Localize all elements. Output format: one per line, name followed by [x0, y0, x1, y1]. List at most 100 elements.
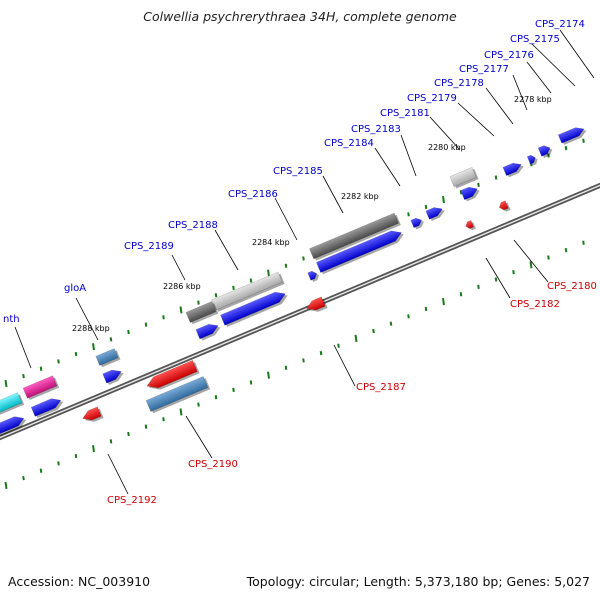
scale-label-2278: 2278 kbp [514, 95, 552, 104]
label-leader-lines [14, 29, 595, 495]
gene-cps-2184[interactable] [410, 216, 426, 230]
gene-nth[interactable] [30, 395, 65, 419]
scale-tick [4, 379, 8, 388]
scale-tick [354, 334, 358, 342]
label-cps-2180[interactable]: CPS_2180 [547, 281, 597, 292]
gene-gloa[interactable] [95, 348, 121, 368]
scale-tick [582, 138, 585, 143]
scale-tick [424, 204, 428, 210]
scale-tick [249, 278, 253, 283]
gene-cps-2187[interactable] [305, 296, 328, 315]
scale-label-2282: 2282 kbp [341, 192, 379, 201]
gene-cps-2185-rna[interactable] [309, 212, 401, 262]
scale-tick [92, 445, 95, 453]
label-gloa[interactable]: gloA [64, 283, 86, 294]
scale-tick [459, 292, 463, 297]
gene-cps-2175[interactable] [537, 143, 554, 159]
scale-tick [22, 374, 25, 379]
scale-tick [302, 256, 305, 261]
label-cps-2185[interactable]: CPS_2185 [273, 166, 323, 177]
scale-label-2286: 2286 kbp [163, 282, 201, 291]
scale-tick [267, 269, 270, 277]
scale-tick [284, 365, 288, 370]
scale-tick [529, 261, 533, 269]
scale-tick [144, 424, 148, 429]
label-cps-2183[interactable]: CPS_2183 [351, 124, 401, 135]
scale-tick [319, 350, 323, 356]
scale-tick [179, 408, 183, 416]
scale-tick [109, 439, 113, 444]
gene-features[interactable] [0, 124, 588, 437]
gene-cps-2189[interactable] [195, 321, 223, 342]
gene-left-cds[interactable] [0, 413, 28, 437]
gene-gloa-cds[interactable] [102, 366, 126, 385]
label-cps-2179[interactable]: CPS_2179 [407, 93, 457, 104]
scale-tick [442, 195, 445, 204]
label-cps-2186[interactable]: CPS_2186 [228, 189, 278, 200]
bottom-gene-labels: CPS_2180 CPS_2182 CPS_2187 CPS_2190 CPS_… [107, 281, 597, 506]
gene-cps-2186[interactable] [316, 227, 406, 275]
scale-tick [109, 337, 113, 342]
gene-cps-2189-rna[interactable] [185, 301, 219, 325]
gene-cps-2186b[interactable] [307, 269, 321, 282]
scale-tick [92, 343, 95, 351]
scale-tick [74, 453, 78, 459]
label-cps-2189[interactable]: CPS_2189 [124, 241, 174, 252]
label-cps-2190[interactable]: CPS_2190 [188, 459, 238, 470]
gene-cps-2183[interactable] [425, 204, 447, 221]
gene-cps-2174[interactable] [557, 124, 588, 145]
scale-tick [372, 328, 375, 334]
scale-tick [162, 417, 165, 422]
label-cps-2182[interactable]: CPS_2182 [510, 299, 560, 310]
label-cps-2178[interactable]: CPS_2178 [434, 78, 484, 89]
label-cps-2175[interactable]: CPS_2175 [510, 34, 560, 45]
scale-tick [564, 145, 568, 151]
scale-tick [57, 359, 60, 364]
gene-cps-2179-rna[interactable] [449, 166, 479, 189]
scale-tick [144, 322, 148, 327]
label-cps-2192[interactable]: CPS_2192 [107, 495, 157, 506]
label-nth[interactable]: nth [3, 314, 20, 325]
gene-cps-2192[interactable] [81, 406, 104, 425]
scale-tick [477, 284, 480, 290]
label-cps-2188[interactable]: CPS_2188 [168, 220, 218, 231]
gene-cps-2182[interactable] [464, 220, 476, 232]
scale-tick [214, 395, 218, 400]
label-cps-2174[interactable]: CPS_2174 [535, 19, 585, 30]
genome-summary-text: Topology: circular; Length: 5,373,180 bp… [246, 574, 590, 589]
gene-cps-2188[interactable] [220, 288, 290, 327]
gene-cps-2190-rna[interactable] [145, 376, 211, 414]
scale-tick [512, 270, 515, 275]
label-cps-2181[interactable]: CPS_2181 [380, 108, 430, 119]
accession-text: Accession: NC_003910 [8, 574, 151, 589]
gene-nth-rna[interactable] [22, 375, 60, 400]
gene-cyan-feature[interactable] [0, 392, 25, 417]
scale-tick [547, 153, 550, 158]
scale-tick [407, 314, 410, 319]
scale-tick [232, 285, 235, 290]
gene-cps-2181[interactable] [460, 184, 482, 202]
scale-label-2284: 2284 kbp [252, 238, 290, 247]
scale-tick [494, 175, 498, 180]
top-gene-labels: CPS_2174 CPS_2175 CPS_2176 CPS_2177 CPS_… [3, 19, 585, 325]
scale-tick [424, 306, 428, 312]
scale-tick [267, 371, 270, 379]
scale-tick [39, 366, 43, 371]
scale-label-2280: 2280 kbp [428, 143, 466, 152]
scale-tick [249, 380, 253, 385]
gene-cps-2190[interactable] [145, 360, 200, 394]
gene-cps-2188-rna[interactable] [211, 271, 285, 312]
label-cps-2187[interactable]: CPS_2187 [356, 382, 406, 393]
scale-tick [582, 240, 585, 245]
scale-tick [442, 297, 445, 306]
label-cps-2177[interactable]: CPS_2177 [459, 64, 509, 75]
gene-cps-2176[interactable] [526, 153, 539, 166]
label-cps-2176[interactable]: CPS_2176 [484, 50, 534, 61]
gene-cps-2178[interactable] [502, 160, 525, 178]
scale-tick [197, 300, 200, 305]
scale-tick [162, 315, 165, 320]
gene-cps-2180[interactable] [498, 200, 511, 213]
scale-tick [214, 293, 218, 298]
label-cps-2184[interactable]: CPS_2184 [324, 138, 374, 149]
